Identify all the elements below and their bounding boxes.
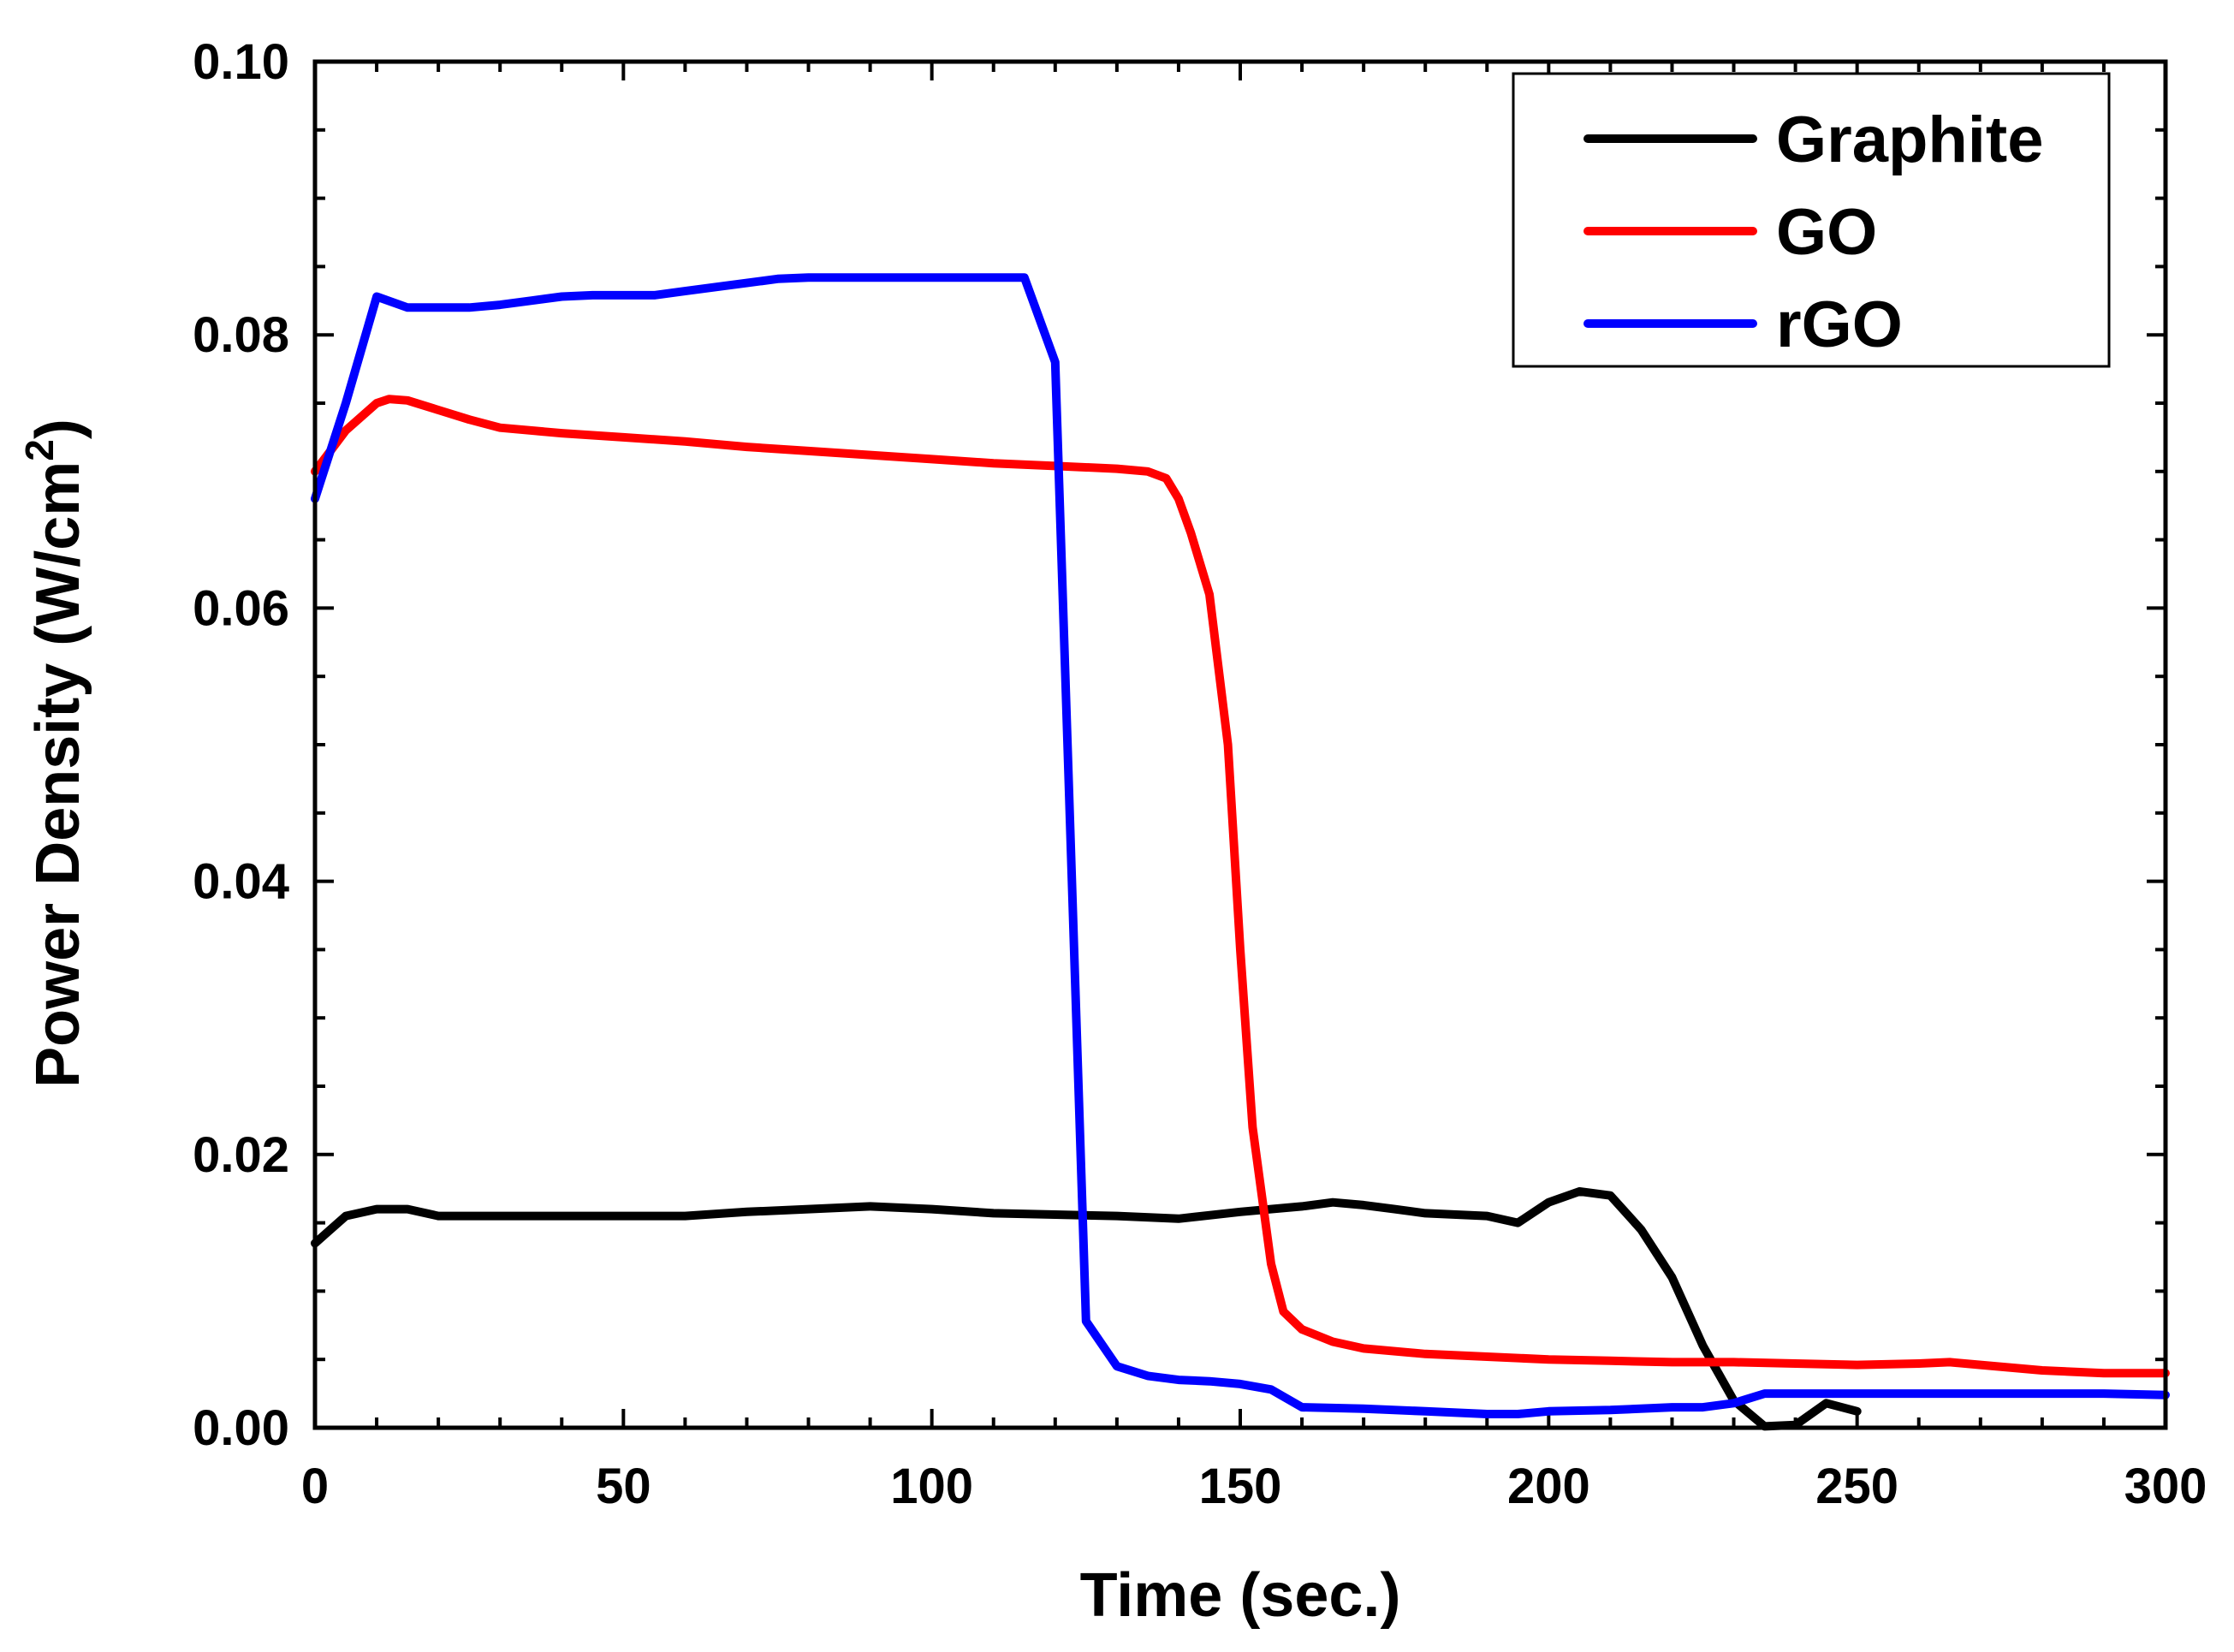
y-tick-labels: 0.00 0.02 0.04 0.06 0.08 0.10 bbox=[193, 34, 289, 1456]
series-line-go bbox=[311, 395, 2170, 1378]
legend-box bbox=[1512, 72, 2111, 368]
legend: Graphite GO rGO bbox=[1512, 72, 2111, 368]
x-tick-label: 150 bbox=[1199, 1459, 1282, 1514]
x-tick-labels: 0 50 100 150 200 250 300 bbox=[301, 1459, 2207, 1514]
y-tick-label: 0.00 bbox=[193, 1400, 289, 1456]
y-axis-title-superscript: 2 bbox=[17, 439, 62, 461]
x-tick-label: 250 bbox=[1815, 1459, 1898, 1514]
legend-items: Graphite GO rGO bbox=[1583, 104, 2044, 361]
y-tick-label: 0.02 bbox=[193, 1127, 289, 1183]
series-layer bbox=[311, 273, 2170, 1431]
x-tick-label: 50 bbox=[596, 1459, 651, 1514]
series-line-rgo bbox=[311, 273, 2170, 1418]
plot-frame bbox=[312, 59, 2168, 1430]
x-tick-label: 0 bbox=[301, 1459, 329, 1514]
x-tick-label: 200 bbox=[1507, 1459, 1590, 1514]
y-axis-title-main: Power Density (W/cm bbox=[24, 461, 92, 1088]
legend-label-graphite: Graphite bbox=[1776, 104, 2044, 176]
legend-label-go: GO bbox=[1776, 196, 1877, 269]
y-axis-title: Power Density (W/cm2) bbox=[17, 419, 92, 1088]
series-line-graphite bbox=[311, 1186, 1862, 1431]
x-axis-title: Time (sec.) bbox=[1080, 1561, 1401, 1630]
y-tick-label: 0.06 bbox=[193, 580, 289, 636]
x-tick-label: 100 bbox=[890, 1459, 973, 1514]
y-tick-label: 0.04 bbox=[193, 854, 289, 910]
y-tick-label: 0.08 bbox=[193, 307, 289, 363]
y-axis-title-close: ) bbox=[24, 419, 92, 439]
y-tick-label: 0.10 bbox=[193, 34, 289, 90]
legend-label-rgo: rGO bbox=[1776, 288, 1903, 361]
x-tick-label: 300 bbox=[2124, 1459, 2207, 1514]
